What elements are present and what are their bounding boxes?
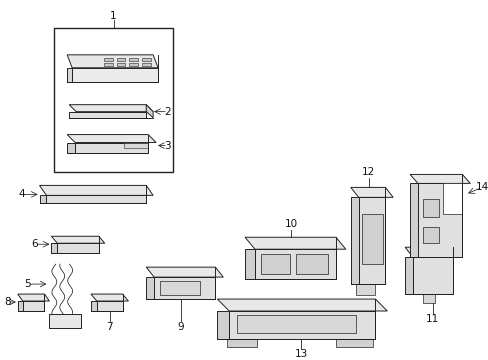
Bar xyxy=(260,254,290,274)
Text: 7: 7 xyxy=(106,322,113,332)
Polygon shape xyxy=(67,68,72,82)
Text: 3: 3 xyxy=(164,140,171,150)
Bar xyxy=(422,227,438,243)
Text: 1: 1 xyxy=(110,11,117,21)
Bar xyxy=(49,314,81,328)
Polygon shape xyxy=(146,267,223,277)
Circle shape xyxy=(67,192,75,201)
Text: 6: 6 xyxy=(31,239,38,249)
Text: 13: 13 xyxy=(294,349,307,359)
Polygon shape xyxy=(18,301,22,311)
Polygon shape xyxy=(142,58,151,61)
Polygon shape xyxy=(335,339,373,347)
Polygon shape xyxy=(146,105,153,118)
Polygon shape xyxy=(442,183,462,214)
Bar xyxy=(422,199,438,217)
Polygon shape xyxy=(409,175,469,183)
Polygon shape xyxy=(51,243,57,253)
Polygon shape xyxy=(40,185,153,195)
Polygon shape xyxy=(46,195,146,203)
Bar xyxy=(296,254,327,274)
Polygon shape xyxy=(244,237,345,249)
Text: 4: 4 xyxy=(19,189,25,199)
Text: 11: 11 xyxy=(425,314,439,324)
Polygon shape xyxy=(412,257,451,294)
Polygon shape xyxy=(103,58,112,61)
Polygon shape xyxy=(40,195,46,203)
Polygon shape xyxy=(227,339,256,347)
Text: 10: 10 xyxy=(285,219,297,229)
Polygon shape xyxy=(116,58,125,61)
Polygon shape xyxy=(417,183,462,257)
Polygon shape xyxy=(67,143,75,153)
Polygon shape xyxy=(129,63,138,66)
Polygon shape xyxy=(69,105,153,112)
Polygon shape xyxy=(254,249,335,279)
Text: 9: 9 xyxy=(177,322,184,332)
Polygon shape xyxy=(350,188,392,197)
Polygon shape xyxy=(18,294,49,301)
Polygon shape xyxy=(409,183,417,257)
Polygon shape xyxy=(57,243,99,253)
Polygon shape xyxy=(422,294,434,303)
Polygon shape xyxy=(116,63,125,66)
Polygon shape xyxy=(244,249,254,279)
Text: 12: 12 xyxy=(361,167,374,177)
Text: 8: 8 xyxy=(4,297,11,307)
Polygon shape xyxy=(142,63,151,66)
Polygon shape xyxy=(129,58,138,61)
Polygon shape xyxy=(72,68,158,82)
Text: 5: 5 xyxy=(24,279,31,289)
Polygon shape xyxy=(404,257,412,294)
Polygon shape xyxy=(355,284,375,295)
Polygon shape xyxy=(217,299,386,311)
Polygon shape xyxy=(22,301,44,311)
Ellipse shape xyxy=(80,57,94,65)
Polygon shape xyxy=(91,294,128,301)
Text: 14: 14 xyxy=(474,183,488,192)
Polygon shape xyxy=(67,55,158,68)
Polygon shape xyxy=(358,197,385,284)
Polygon shape xyxy=(67,135,156,143)
Polygon shape xyxy=(154,277,215,299)
Polygon shape xyxy=(123,143,148,148)
Bar xyxy=(237,315,355,333)
Bar xyxy=(54,28,173,172)
Polygon shape xyxy=(97,301,122,311)
Polygon shape xyxy=(404,247,460,257)
Polygon shape xyxy=(146,277,154,299)
Polygon shape xyxy=(350,197,358,284)
Bar xyxy=(160,281,199,295)
Circle shape xyxy=(429,248,435,254)
Polygon shape xyxy=(103,63,112,66)
Circle shape xyxy=(416,248,422,254)
Polygon shape xyxy=(69,112,146,118)
Polygon shape xyxy=(91,301,97,311)
Polygon shape xyxy=(51,236,104,243)
Polygon shape xyxy=(217,311,229,339)
Polygon shape xyxy=(75,143,148,153)
Text: 2: 2 xyxy=(164,107,171,117)
Polygon shape xyxy=(229,311,375,339)
Bar xyxy=(361,214,383,264)
